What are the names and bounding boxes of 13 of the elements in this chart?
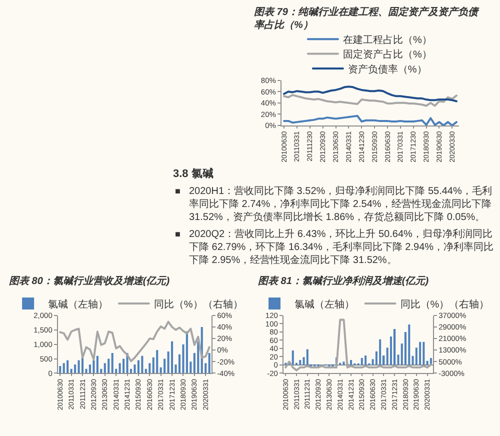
text: ■ 2020Q2：营收同比上升 6.43%，环比上升 50.64%，归母净利润同比下降 62.79%，环下降 16.34%，毛利率同比下降 2.94%，净利率同比下降 2.95%，经营性现金流同比下降 31.52%。 [175, 228, 494, 266]
chart-title: 图表 80：氯碱行业营收及增速(亿元) [9, 275, 170, 287]
text: ■ 2020H1：营收同比下降 3.52%，归母净利润同比下降 55.44%，毛利率同比下降 2.74%，净利率同比下降 2.54%，经营性现金流同比下降 31.52%，资产负债率同比增长 1.86%，存货总额同比下降 0.05%。 [175, 185, 492, 223]
legend-label: 同比（%）（右轴） [400, 298, 490, 310]
chart-title: 图表 79：纯碱行业在建工程、固定资产及资产负债率占比（%） [254, 6, 480, 31]
legend-label: 氯碱（左轴） [294, 298, 354, 310]
text: 3.8 氯碱 [173, 167, 214, 180]
legend-label: 资产负债率（%） [348, 63, 427, 76]
legend-label: 同比（%）（右轴） [154, 298, 243, 310]
legend-label: 固定资产占比（%） [342, 48, 432, 61]
chart-title: 图表 81：氯碱行业净利润及增速(亿元) [258, 275, 430, 287]
legend-label: 在建工程占比（%） [342, 34, 432, 46]
legend-label: 氯碱（左轴） [48, 298, 108, 310]
